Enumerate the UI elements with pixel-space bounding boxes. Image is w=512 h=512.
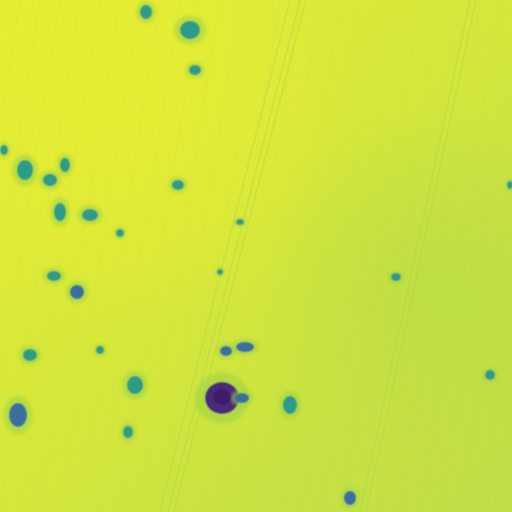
- tramline: [359, 0, 471, 512]
- crop-row-line: [69, 0, 151, 512]
- crop-row-line: [209, 0, 291, 512]
- crop-row-line: [0, 0, 21, 132]
- crop-row-line: [0, 0, 51, 324]
- crop-row-line: [39, 0, 121, 512]
- vegetation-patch-core: [213, 389, 231, 405]
- crop-row-line: [149, 0, 231, 512]
- vegetation-patch: [235, 393, 249, 403]
- crop-row-line: [179, 0, 261, 512]
- vegetation-patch: [140, 5, 152, 19]
- tramline: [167, 0, 301, 512]
- crop-row-line: [169, 0, 251, 512]
- tramline: [159, 0, 291, 512]
- vegetation-patch: [9, 403, 27, 427]
- crop-row-line: [269, 0, 351, 512]
- vegetation-patch: [96, 346, 104, 354]
- crop-row-line: [49, 0, 131, 512]
- vegetation-patch: [82, 209, 98, 221]
- crop-row-line: [479, 303, 512, 512]
- vegetation-patch: [172, 180, 184, 190]
- crop-row-line: [279, 0, 361, 512]
- crop-row-line: [469, 239, 512, 512]
- crop-row-line: [99, 0, 181, 512]
- tramline: [365, 0, 477, 512]
- vegetation-patch: [344, 491, 356, 505]
- crop-row-line: [189, 0, 271, 512]
- vegetation-patch: [70, 285, 84, 299]
- crop-row-line: [319, 0, 401, 512]
- tractor-tracks: [159, 0, 477, 512]
- crop-row-line: [289, 0, 371, 512]
- crop-row-line: [439, 47, 512, 512]
- crop-row-line: [29, 0, 111, 512]
- crop-row-line: [139, 0, 221, 512]
- crop-row-line: [159, 0, 241, 512]
- crop-row-line: [409, 0, 491, 512]
- vegetation-patch: [43, 174, 57, 186]
- crop-row-line: [399, 0, 481, 512]
- vegetation-patch: [220, 346, 232, 356]
- crop-row-line: [419, 0, 501, 512]
- vegetation-patch: [236, 219, 244, 225]
- vegetation-patch: [0, 145, 8, 155]
- vegetation-patch: [507, 181, 512, 189]
- tramline: [173, 0, 307, 512]
- vegetation-patch: [189, 65, 201, 75]
- vegetation-patch: [60, 158, 70, 172]
- crop-row-line: [359, 0, 441, 512]
- crop-row-line: [239, 0, 321, 512]
- crop-row-line: [449, 111, 512, 512]
- crop-row-line: [459, 175, 512, 512]
- crop-row-line: [309, 0, 391, 512]
- crop-row-line: [369, 0, 451, 512]
- crop-row-line: [0, 0, 71, 452]
- vegetation-patch: [180, 21, 200, 39]
- crop-row-line: [259, 0, 341, 512]
- crop-row-line: [219, 0, 301, 512]
- vegetation-patch: [236, 342, 254, 352]
- crop-row-line: [489, 367, 512, 512]
- vegetation-patch: [17, 160, 33, 180]
- crop-row-line: [19, 0, 101, 512]
- crop-row-line: [0, 0, 31, 196]
- crop-row-line: [0, 0, 61, 388]
- crop-row-line: [0, 0, 41, 260]
- vegetation-patch: [116, 229, 124, 237]
- crop-row-line: [429, 0, 511, 512]
- crop-row-line: [229, 0, 311, 512]
- crop-row-line: [89, 0, 171, 512]
- crop-row-line: [79, 0, 161, 512]
- crop-row-line: [129, 0, 211, 512]
- crop-row-line: [389, 0, 471, 512]
- vegetation-patch: [283, 396, 297, 414]
- crop-row-line: [249, 0, 331, 512]
- crop-row-line: [299, 0, 381, 512]
- vegetation-patch: [47, 271, 61, 281]
- crop-row-line: [59, 0, 141, 512]
- vegetation-patch: [127, 376, 143, 394]
- vegetation-patch: [23, 349, 37, 361]
- vegetation-patch: [54, 203, 66, 221]
- vegetation-patch: [217, 269, 223, 275]
- vegetation-patch: [123, 426, 133, 438]
- crop-row-line: [329, 0, 411, 512]
- vegetation-patch: [391, 273, 401, 281]
- vegetation-patch: [485, 370, 495, 380]
- crop-row-line: [379, 0, 461, 512]
- crop-row-line: [349, 0, 431, 512]
- crop-row-line: [339, 0, 421, 512]
